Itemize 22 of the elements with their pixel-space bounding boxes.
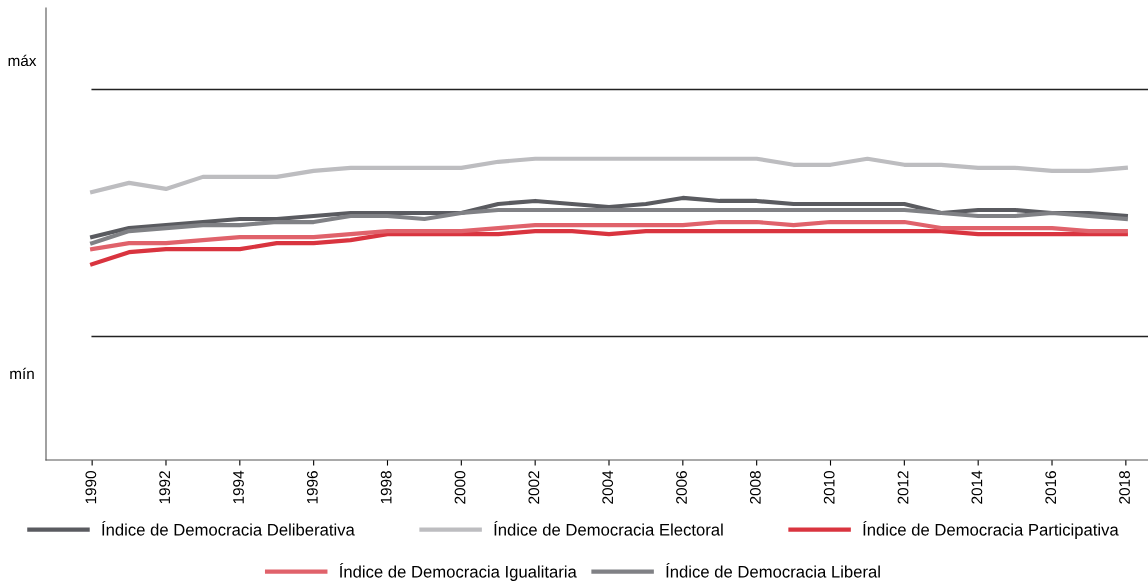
x-tick-label: 2002	[528, 471, 540, 504]
legend-label: Índice de Democracia Liberal	[666, 563, 880, 578]
x-tick-label: 2018	[1119, 471, 1130, 504]
x-tick-label: 2004	[602, 470, 614, 504]
x-tick-label: 1990	[85, 471, 97, 504]
legend-label: Índice de Democracia Participativa	[863, 521, 1119, 539]
x-tick-label: 2006	[676, 471, 687, 504]
x-tick-label: 1996	[306, 471, 318, 504]
legend-label: Índice de Democracia Electoral	[494, 521, 723, 536]
x-tick-label: 2016	[1045, 471, 1057, 504]
legend-label: Índice de Democracia Igualitaria	[339, 563, 577, 581]
x-tick-label: 2010	[823, 471, 835, 504]
x-tick-label: 1998	[380, 471, 392, 504]
x-tick-label: 1992	[159, 471, 171, 504]
text: máx	[8, 54, 37, 67]
x-tick-label: 2012	[897, 471, 909, 504]
x-tick-label: 2000	[454, 471, 466, 504]
text: mín	[10, 367, 34, 379]
x-tick-label: 1994	[233, 470, 244, 504]
x-tick-label: 2014	[971, 470, 983, 504]
x-tick-label: 2008	[749, 471, 761, 504]
legend-label: Índice de Democracia Deliberativa	[102, 521, 355, 536]
